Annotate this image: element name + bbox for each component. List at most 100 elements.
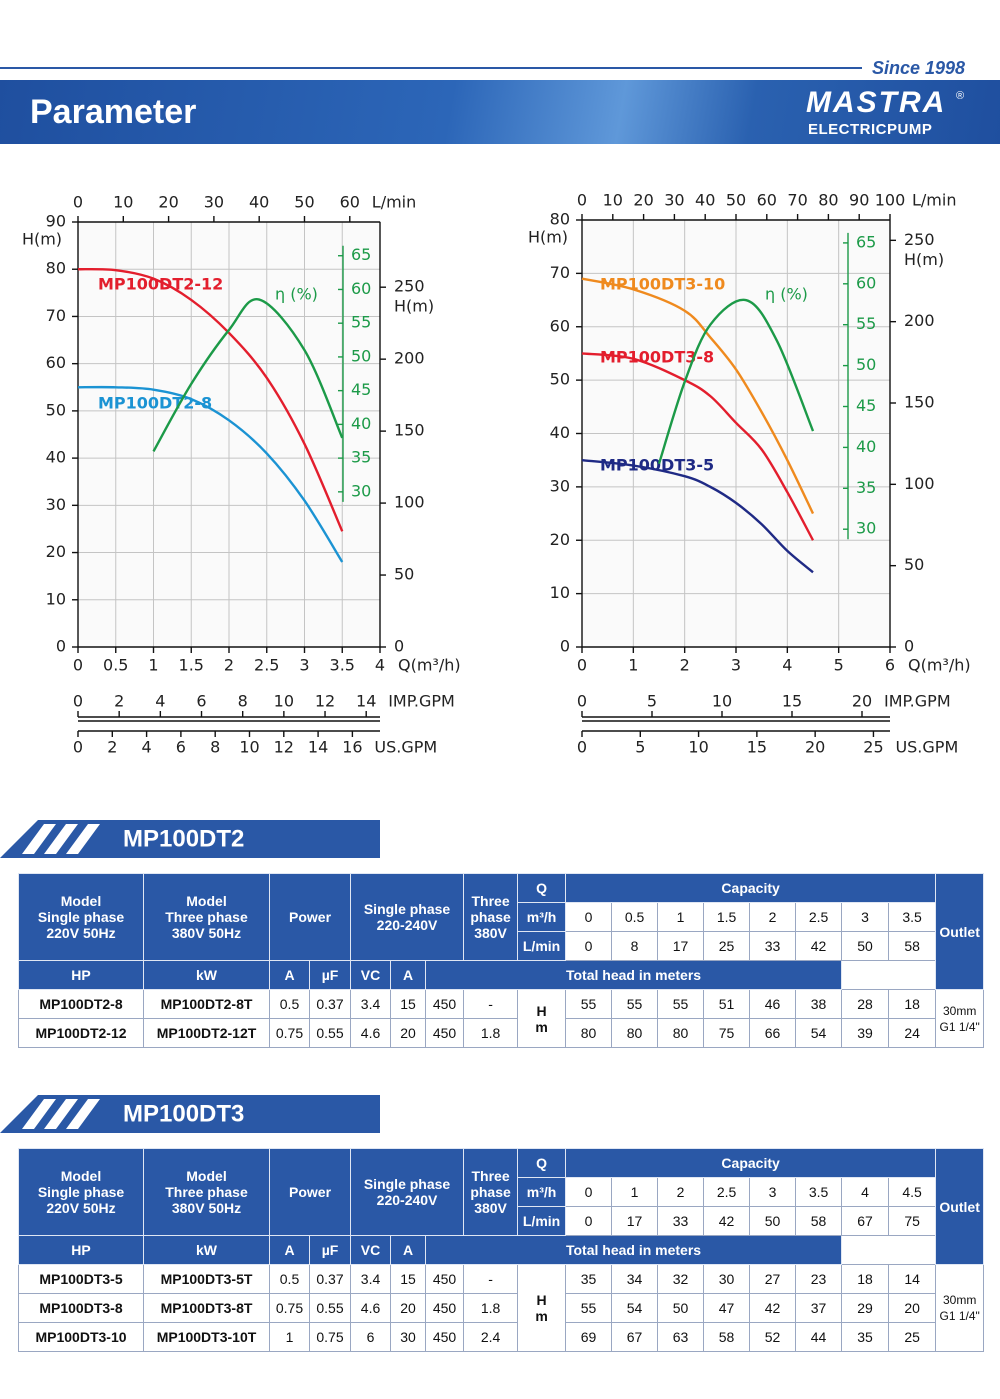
x-tick-label: 4 <box>375 656 385 675</box>
capacity-cell: 3.5 <box>795 1177 843 1207</box>
capacity-cell: 3.5 <box>888 902 937 932</box>
spec-cell: 2.4 <box>463 1322 519 1352</box>
h-cell-line: m <box>535 1018 548 1035</box>
x2-tick-label: 60 <box>340 193 360 212</box>
y2-tick-label: 250 <box>394 277 425 296</box>
capacity-cell: 2.5 <box>795 902 843 932</box>
capacity-cell: 33 <box>657 1206 705 1236</box>
capacity-cell: 17 <box>611 1206 659 1236</box>
curve <box>77 267 344 532</box>
logo-sub: ELECTRICPUMP <box>808 121 933 138</box>
x-tick-label: 5 <box>834 656 844 675</box>
eta-tick-label: 30 <box>856 519 876 538</box>
head-cell: Total head in meters <box>425 960 843 990</box>
spec-cell: 0.75 <box>308 1322 352 1352</box>
model-cell: MP100DT3-8T <box>143 1293 270 1323</box>
scale-tick-label: 15 <box>782 692 802 711</box>
scale-tick-label: 8 <box>210 738 220 757</box>
spec-cell: 4.6 <box>350 1018 392 1048</box>
spec-table: Model Single phase 220V 50Hz Model Three pha… <box>18 873 985 1048</box>
head-cell-line: 380V <box>474 925 507 941</box>
head-cell-line: Model <box>60 1168 102 1184</box>
head-cell: A <box>390 960 427 990</box>
eta-tick-label: 65 <box>351 245 371 264</box>
head-value: 29 <box>841 1293 890 1323</box>
y-tick-label: 30 <box>550 476 570 495</box>
eta-tick-label: 35 <box>351 448 371 467</box>
head-cell: Single phase 220-240V <box>350 1148 465 1236</box>
outlet-cell: 30mm G1 1/4" <box>935 989 985 1048</box>
head-cell: Three phase 380V <box>463 873 519 961</box>
x2-tick-label: 40 <box>695 191 715 210</box>
scale-tick-label: 4 <box>142 738 152 757</box>
head-cell: kW <box>143 1235 270 1265</box>
y2-tick-label: 0 <box>394 637 404 656</box>
head-value: 52 <box>749 1322 797 1352</box>
scale-label: IMP.GPM <box>884 692 951 711</box>
spec-cell: 30 <box>390 1322 427 1352</box>
spec-cell: 6 <box>350 1322 392 1352</box>
head-cell: Model Three phase 380V 50Hz <box>143 1148 270 1236</box>
capacity-cell: 33 <box>749 931 797 961</box>
outlet-cell: 30mm G1 1/4" <box>935 1264 985 1352</box>
outlet-cell-line: G1 1/4" <box>939 1019 980 1034</box>
h-cell-line: H <box>536 1002 547 1019</box>
y-tick-label: 80 <box>550 210 570 229</box>
x-axis-label: Q(m³/h) <box>398 656 461 675</box>
eta-tick-label: 35 <box>856 478 876 497</box>
y-tick-label: 90 <box>46 212 66 231</box>
head-value: 54 <box>795 1018 843 1048</box>
head-value: 35 <box>841 1322 890 1352</box>
model-cell: MP100DT3-5T <box>143 1264 270 1294</box>
spec-cell: 450 <box>425 1293 465 1323</box>
y2-tick-label: 250 <box>904 230 935 249</box>
head-value: 46 <box>749 989 797 1019</box>
head-cell: A <box>390 1235 427 1265</box>
capacity-cell: 0 <box>565 1177 613 1207</box>
capacity-cell: 1.5 <box>703 902 751 932</box>
head-cell-line: 220V 50Hz <box>46 1200 116 1216</box>
capacity-cell: 3 <box>841 902 890 932</box>
scale-tick-label: 12 <box>274 738 294 757</box>
head-cell: Model Three phase 380V 50Hz <box>143 873 270 961</box>
x-axis-label: Q(m³/h) <box>908 656 971 675</box>
spec-cell: 1.8 <box>463 1018 519 1048</box>
curve <box>581 352 815 541</box>
page-title: Parameter <box>30 93 197 131</box>
head-value: 80 <box>565 1018 613 1048</box>
banner-stripe <box>44 1099 78 1129</box>
head-value: 28 <box>841 989 890 1019</box>
model-cell: MP100DT2-8 <box>18 989 144 1019</box>
head-value: 30 <box>703 1264 751 1294</box>
head-value: 66 <box>749 1018 797 1048</box>
curve-label: η (%) <box>765 285 808 304</box>
eta-tick-label: 60 <box>856 273 876 292</box>
head-cell: L/min <box>517 931 567 961</box>
spec-cell: 0.37 <box>308 989 352 1019</box>
scale-tick-label: 5 <box>635 738 645 757</box>
curve-label: MP100DT3-5 <box>600 456 714 475</box>
data-row: MP100DT3-8 MP100DT3-8T 0.75 0.55 4.6 20 450 1.8… <box>18 1293 984 1323</box>
eta-tick-label: 45 <box>351 380 371 399</box>
head-value: 50 <box>657 1293 705 1323</box>
spec-cell: 450 <box>425 1264 465 1294</box>
x2-tick-label: 70 <box>787 191 807 210</box>
y-tick-label: 80 <box>46 259 66 278</box>
scale-tick-label: 6 <box>176 738 186 757</box>
x-tick-label: 3 <box>731 656 741 675</box>
head-value: 80 <box>611 1018 659 1048</box>
x-tick-label: 1 <box>148 656 158 675</box>
spec-cell: 3.4 <box>350 1264 392 1294</box>
head-value: 63 <box>657 1322 705 1352</box>
head-row: L/min 0 17 33 42 50 58 67 75 <box>19 1206 984 1236</box>
x2-tick-label: 20 <box>633 191 653 210</box>
eta-tick-label: 30 <box>351 481 371 500</box>
x2-tick-label: 0 <box>577 191 587 210</box>
x-tick-label: 0 <box>73 656 83 675</box>
scale-tick-label: 10 <box>688 738 708 757</box>
model-cell: MP100DT2-12 <box>18 1018 144 1048</box>
outlet-cell-line: G1 1/4" <box>939 1309 980 1323</box>
eta-tick-label: 60 <box>351 279 371 298</box>
